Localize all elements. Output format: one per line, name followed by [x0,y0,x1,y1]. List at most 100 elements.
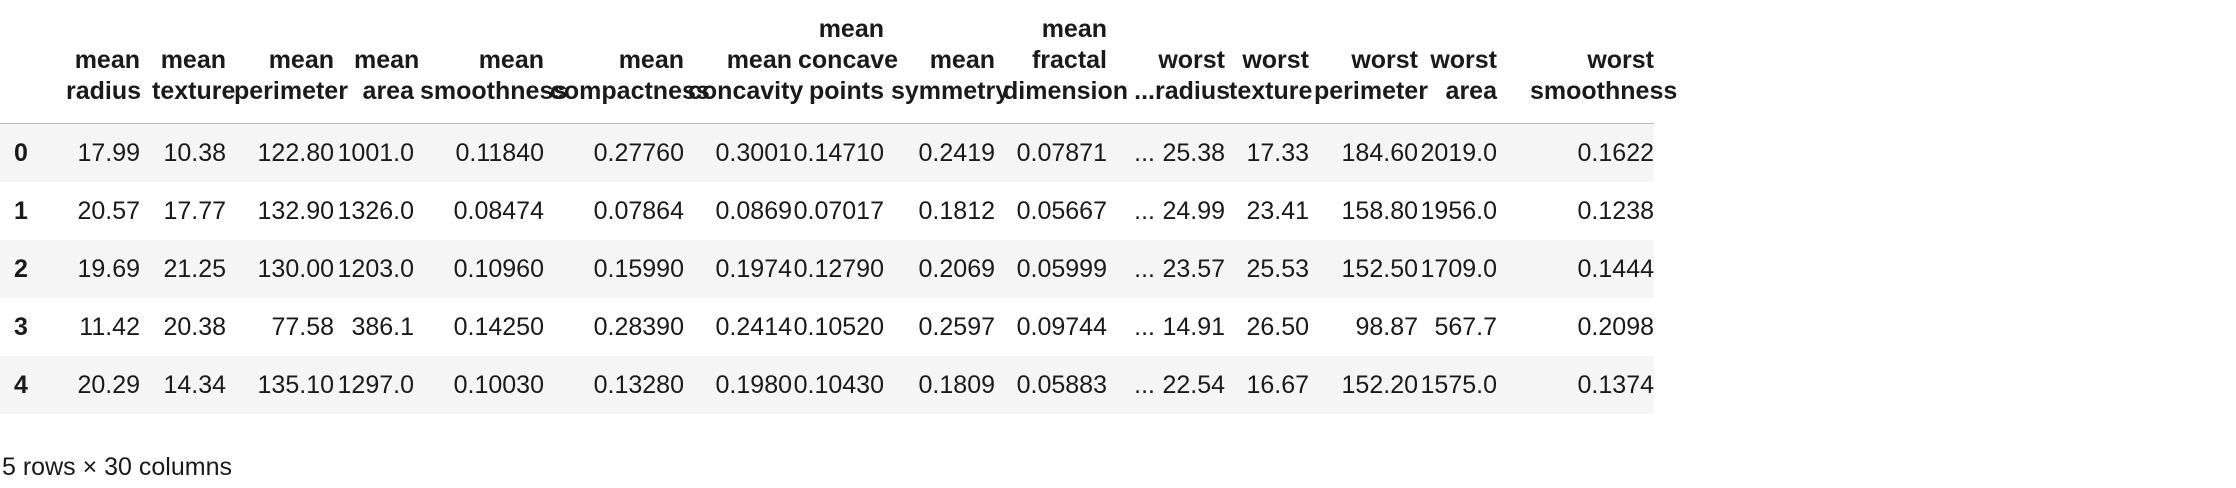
ellipsis-cell: ... [1134,254,1155,283]
table-cell: 0.07017 [793,196,884,225]
table-cell: 24.99 [1162,196,1225,225]
table-cell: 17.33 [1246,138,1309,167]
table-cell: 20.57 [77,196,140,225]
column-header: mean area [334,14,419,124]
column-header: mean symmetry [884,14,1009,124]
table-cell: 122.80 [257,138,334,167]
table-cell: 130.00 [257,254,334,283]
table-cell: 98.87 [1355,312,1418,341]
table-cell: 1001.0 [337,138,414,167]
column-header: mean radius [44,14,141,124]
table-cell: 1203.0 [337,254,414,283]
table-cell: 20.29 [77,370,140,399]
table-cell: 1709.0 [1420,254,1497,283]
table-header: mean radius mean texture mean perimeter … [0,14,1677,124]
column-header: worst smoothness [1497,14,1677,124]
table-cell: 1297.0 [337,370,414,399]
table-cell: 77.58 [271,312,334,341]
table-cell: 17.77 [163,196,226,225]
table-cell: 1575.0 [1420,370,1497,399]
table-cell: 135.10 [257,370,334,399]
table-cell: 0.08474 [453,196,544,225]
table-cell: 20.38 [163,312,226,341]
table-cell: 0.1374 [1577,370,1654,399]
table-cell: 0.1238 [1577,196,1654,225]
table-cell: 158.80 [1341,196,1418,225]
ellipsis-cell: ... [1134,196,1155,225]
column-header: mean texture [140,14,235,124]
column-header: mean fractal dimension [995,14,1128,124]
table-row: 4 20.29 14.34 135.10 1297.0 0.10030 0.13… [0,356,1654,414]
table-cell: 25.53 [1246,254,1309,283]
table-cell: 0.10430 [793,370,884,399]
column-header: ... [1107,14,1155,124]
table-cell: 0.2069 [918,254,995,283]
row-index: 1 [14,196,28,225]
column-header: worst perimeter [1309,14,1428,124]
table-cell: 0.14710 [793,138,884,167]
row-index: 0 [14,138,28,167]
table-cell: 25.38 [1162,138,1225,167]
table-row: 2 19.69 21.25 130.00 1203.0 0.10960 0.15… [0,240,1654,298]
table-cell: 386.1 [351,312,414,341]
ellipsis-cell: ... [1134,312,1155,341]
table-cell: 0.1809 [918,370,995,399]
column-header: mean concavity [684,14,803,124]
header-row: mean radius mean texture mean perimeter … [0,14,1677,124]
table-cell: 0.07864 [593,196,684,225]
row-index: 4 [14,370,28,399]
column-header: worst texture [1225,14,1312,124]
table-cell: 152.20 [1341,370,1418,399]
row-index: 3 [14,312,28,341]
table-cell: 0.10960 [453,254,544,283]
table-cell: 0.3001 [715,138,792,167]
table-cell: 0.05999 [1016,254,1107,283]
table-cell: 1326.0 [337,196,414,225]
table-cell: 0.10520 [793,312,884,341]
table-cell: 16.67 [1246,370,1309,399]
table-cell: 0.1444 [1577,254,1654,283]
column-header: mean compactness [544,14,710,124]
table-row: 1 20.57 17.77 132.90 1326.0 0.08474 0.07… [0,182,1654,240]
table-cell: 10.38 [163,138,226,167]
table-cell: 14.34 [163,370,226,399]
table-cell: 0.05883 [1016,370,1107,399]
table-cell: 1956.0 [1420,196,1497,225]
table-cell: 0.07871 [1016,138,1107,167]
table-cell: 0.14250 [453,312,544,341]
table-cell: 22.54 [1162,370,1225,399]
table-cell: 23.57 [1162,254,1225,283]
table-cell: 14.91 [1162,312,1225,341]
table-cell: 0.2098 [1577,312,1654,341]
table-cell: 0.1980 [715,370,792,399]
table-cell: 0.27760 [593,138,684,167]
table-cell: 132.90 [257,196,334,225]
table-cell: 11.42 [79,312,140,341]
table-cell: 0.11840 [455,138,544,167]
table-cell: 2019.0 [1420,138,1497,167]
column-header: mean smoothness [414,14,567,124]
table-cell: 23.41 [1246,196,1309,225]
index-header [0,14,44,124]
table-cell: 0.05667 [1016,196,1107,225]
table-cell: 21.25 [163,254,226,283]
table-cell: 0.0869 [715,196,792,225]
table-row: 0 17.99 10.38 122.80 1001.0 0.11840 0.27… [0,123,1654,182]
table-row: 3 11.42 20.38 77.58 386.1 0.14250 0.2839… [0,298,1654,356]
shape-summary: 5 rows × 30 columns [2,453,232,481]
table-body: 0 17.99 10.38 122.80 1001.0 0.11840 0.27… [0,123,1654,414]
table-cell: 0.1974 [715,254,792,283]
table-cell: 0.2414 [715,312,792,341]
table-cell: 0.15990 [593,254,684,283]
ellipsis-cell: ... [1134,370,1155,399]
table-cell: 0.10030 [453,370,544,399]
table-cell: 26.50 [1246,312,1309,341]
table-cell: 0.2419 [918,138,995,167]
table-cell: 0.1812 [918,196,995,225]
table-cell: 17.99 [77,138,140,167]
column-header: mean perimeter [226,14,348,124]
table-cell: 0.1622 [1577,138,1654,167]
ellipsis-cell: ... [1134,138,1155,167]
table-cell: 152.50 [1341,254,1418,283]
row-index: 2 [14,254,28,283]
